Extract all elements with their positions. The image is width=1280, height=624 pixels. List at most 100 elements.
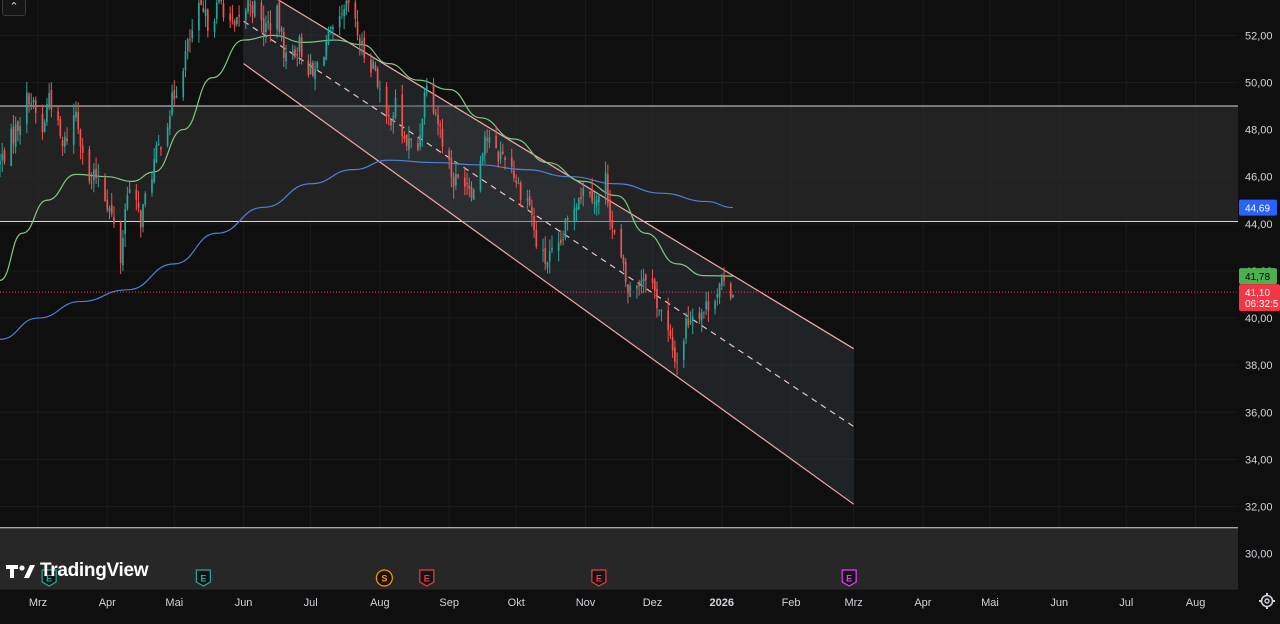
candle-body bbox=[142, 204, 144, 228]
candle-body bbox=[81, 145, 84, 154]
candle-body bbox=[77, 112, 80, 130]
lower-region bbox=[0, 527, 1238, 589]
tradingview-logo-icon bbox=[6, 565, 35, 578]
candle-body bbox=[168, 116, 171, 129]
candle-body bbox=[110, 204, 113, 214]
candle-body bbox=[577, 198, 580, 209]
candle-body bbox=[48, 92, 51, 108]
candle-body bbox=[327, 31, 330, 44]
candle-body bbox=[425, 85, 428, 92]
candle-body bbox=[72, 115, 75, 145]
candle-body bbox=[644, 274, 647, 281]
earnings-event-marker bbox=[591, 569, 607, 587]
price-axis[interactable]: 52,0050,0048,0046,0044,0042,0040,0038,00… bbox=[1238, 0, 1280, 624]
candle-body bbox=[515, 180, 518, 183]
candle-body bbox=[408, 138, 410, 150]
candle-body bbox=[573, 208, 576, 222]
tradingview-logo[interactable]: TradingView bbox=[6, 560, 149, 582]
candle-body bbox=[229, 13, 232, 21]
candle-body bbox=[160, 147, 162, 150]
candle-body bbox=[517, 182, 520, 184]
candle-body bbox=[504, 157, 506, 161]
candle-body bbox=[198, 2, 200, 31]
candle-body bbox=[363, 37, 366, 58]
candle-body bbox=[638, 281, 640, 287]
candle-body bbox=[653, 280, 656, 291]
candle-body bbox=[627, 284, 629, 294]
candle-body bbox=[104, 177, 106, 202]
candle-body bbox=[247, 0, 249, 12]
ma-short-line bbox=[0, 34, 733, 281]
price-tick-label: 50,00 bbox=[1245, 77, 1273, 89]
candle-body bbox=[3, 150, 6, 163]
candle-body bbox=[499, 151, 502, 160]
candle-body bbox=[551, 247, 553, 251]
candle-body bbox=[387, 114, 390, 117]
event-marker-letter: E bbox=[46, 574, 52, 584]
candle-body bbox=[513, 170, 515, 179]
ma-short-badge-bg bbox=[1239, 268, 1277, 285]
candle-body bbox=[448, 150, 451, 161]
candle-body bbox=[455, 173, 457, 186]
candle-body bbox=[253, 1, 256, 17]
gear-icon[interactable] bbox=[1258, 592, 1276, 610]
candle-body bbox=[718, 283, 721, 298]
candle-body bbox=[575, 207, 578, 211]
price-tick-label: 30,00 bbox=[1245, 549, 1273, 561]
candle-body bbox=[598, 195, 600, 203]
candle-body bbox=[79, 129, 82, 147]
time-tick-label: Sep bbox=[439, 597, 459, 609]
candle-body bbox=[260, 2, 263, 20]
price-tick-label: 34,00 bbox=[1245, 454, 1273, 466]
candle-body bbox=[533, 215, 535, 231]
candle-body bbox=[519, 183, 522, 200]
candle-body bbox=[434, 112, 437, 115]
ma-long-badge: 44,69 bbox=[1245, 204, 1270, 215]
range-zone-fill bbox=[0, 106, 1238, 222]
candle-body bbox=[651, 278, 654, 284]
time-axis[interactable]: Mrz Apr Mai Jun Jul Aug Sep Okt Nov Dez 2026 Feb Mrz… bbox=[0, 588, 1280, 624]
candle-body bbox=[358, 38, 361, 46]
candle-body bbox=[75, 111, 77, 118]
time-tick-label: Apr bbox=[914, 597, 931, 609]
candle-body bbox=[700, 312, 703, 321]
price-tick-label: 32,00 bbox=[1245, 502, 1273, 514]
candle-body bbox=[691, 316, 694, 322]
channel-lower-line bbox=[243, 63, 854, 505]
candle-body bbox=[135, 189, 138, 200]
candle-body bbox=[432, 83, 435, 113]
candle-body bbox=[501, 151, 504, 155]
ma-long-line bbox=[0, 159, 733, 340]
candle-body bbox=[126, 195, 129, 209]
candle-body bbox=[356, 21, 359, 36]
candle-body bbox=[495, 135, 497, 149]
candle-body bbox=[535, 230, 538, 248]
candle-body bbox=[528, 196, 531, 205]
candle-body bbox=[714, 301, 716, 310]
candle-body bbox=[157, 143, 160, 146]
time-tick-label: Nov bbox=[576, 597, 596, 609]
candle-body bbox=[624, 261, 627, 282]
price-tick-label: 44,00 bbox=[1245, 219, 1273, 231]
candle-body bbox=[361, 40, 363, 46]
candle-body bbox=[113, 216, 115, 224]
last-price-badge-bg bbox=[1239, 284, 1280, 312]
candle-body bbox=[206, 9, 209, 31]
regression-channel[interactable] bbox=[243, 0, 854, 505]
candle-body bbox=[285, 52, 287, 62]
candle-body bbox=[530, 206, 533, 215]
candle-body bbox=[343, 9, 345, 17]
candle-body bbox=[557, 242, 560, 251]
candle-body bbox=[417, 143, 419, 150]
candle-body bbox=[656, 288, 658, 309]
candle-body bbox=[332, 27, 334, 29]
time-tick-label: Okt bbox=[508, 597, 525, 609]
candle-body bbox=[546, 262, 549, 268]
collapse-button[interactable]: ⌃ bbox=[2, 0, 26, 16]
candle-body bbox=[296, 53, 299, 56]
candle-body bbox=[481, 153, 484, 161]
candle-body bbox=[674, 347, 676, 362]
